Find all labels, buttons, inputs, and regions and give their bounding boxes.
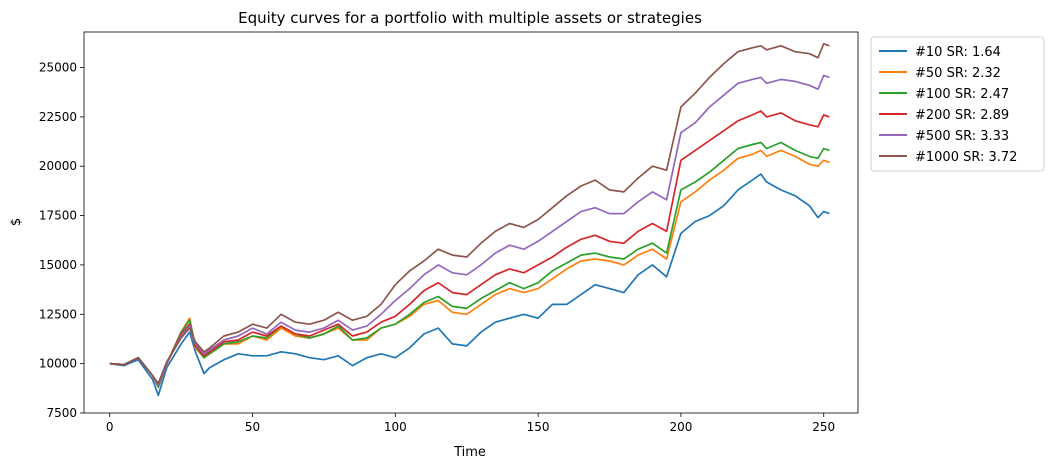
- y-tick-label: 20000: [39, 159, 77, 173]
- legend-entry-label: #50 SR: 2.32: [915, 66, 1001, 81]
- series-line-5: [109, 74, 830, 387]
- series-line-4: [109, 110, 830, 387]
- series-line-6: [109, 42, 830, 385]
- series-line-1: [109, 173, 830, 397]
- chart-title: Equity curves for a portfolio with multi…: [238, 9, 702, 27]
- series-line-2: [109, 149, 830, 389]
- x-tick-label: 250: [812, 420, 835, 434]
- x-axis-label: Time: [453, 445, 486, 460]
- y-tick-label: 15000: [39, 258, 77, 272]
- plot-frame: [83, 31, 859, 414]
- x-tick-label: 200: [669, 420, 692, 434]
- legend-entry-label: #100 SR: 2.47: [915, 87, 1009, 102]
- x-tick-label: 100: [384, 420, 407, 434]
- series-group: [109, 42, 830, 397]
- legend-entry-label: #10 SR: 1.64: [915, 45, 1001, 60]
- y-tick-label: 25000: [39, 61, 77, 75]
- x-tick-label: 50: [245, 420, 260, 434]
- x-tick-label: 0: [106, 420, 114, 434]
- legend-entry-label: #1000 SR: 3.72: [915, 150, 1017, 165]
- y-axis-label: $: [9, 218, 24, 226]
- y-tick-label: 22500: [39, 110, 77, 124]
- x-tick-label: 150: [527, 420, 550, 434]
- legend: #10 SR: 1.64 #50 SR: 2.32 #100 SR: 2.47 #20…: [870, 36, 1045, 172]
- y-tick-label: 12500: [39, 307, 77, 321]
- y-tick-label: 7500: [46, 406, 77, 420]
- legend-box: [870, 36, 1045, 172]
- legend-entry-label: #200 SR: 2.89: [915, 108, 1009, 123]
- y-axis: 7500 10000 12500 15000 17500 20000 22500 25000: [39, 61, 84, 420]
- series-line-3: [109, 141, 830, 389]
- x-axis: 0 50 100 150 200 250: [106, 413, 835, 434]
- legend-entry-label: #500 SR: 3.33: [915, 129, 1009, 144]
- y-tick-label: 17500: [39, 209, 77, 223]
- y-tick-label: 10000: [39, 357, 77, 371]
